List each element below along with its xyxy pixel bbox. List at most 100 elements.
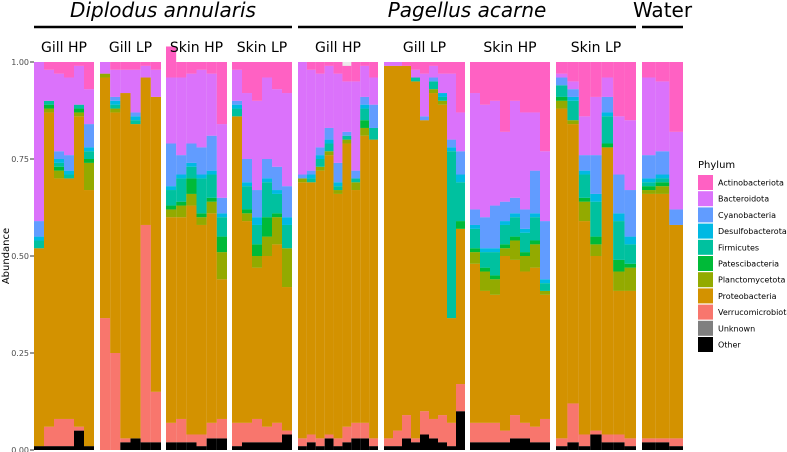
bar-segment-desulfobacterota	[130, 116, 141, 121]
bar-segment-other	[613, 442, 625, 450]
panel-strip-label: Gill LP	[403, 40, 446, 56]
bar-segment-cyanobacteria	[242, 159, 252, 183]
bar-segment-bacteroidota	[282, 93, 292, 187]
bar-segment-other	[272, 442, 282, 450]
legend-label: Cyanobacteria	[718, 211, 776, 220]
bar-segment-proteobacteria	[315, 170, 325, 439]
bar-segment-firmicutes	[206, 174, 217, 198]
legend-label: Bacteroidota	[718, 195, 769, 204]
bar-segment-other	[150, 442, 161, 450]
legend-label: Unknown	[718, 324, 755, 333]
bar-segment-patescibacteria	[655, 182, 670, 187]
bar-segment-verrucomicrobiota	[624, 438, 636, 447]
bar-segment-firmicutes	[216, 217, 227, 237]
bar-segment-bacteroidota	[262, 77, 272, 159]
bar-segment-patescibacteria	[186, 178, 197, 194]
bar-segment-bacteroidota	[242, 93, 252, 159]
bar-segment-firmicutes	[429, 81, 438, 90]
bar-segment-planctomycetota	[282, 248, 292, 288]
bar-segment-verrucomicrobiota	[315, 438, 325, 447]
bar-segment-planctomycetota	[262, 236, 272, 256]
bar-segment-desulfobacterota	[216, 213, 227, 218]
bar-segment-other	[206, 438, 217, 450]
bar-segment-patescibacteria	[54, 166, 64, 171]
bar-segment-cyanobacteria	[470, 209, 480, 225]
legend-swatch	[698, 223, 713, 239]
bar-segment-proteobacteria	[384, 65, 393, 439]
bar-segment-firmicutes	[500, 224, 510, 245]
bar-segment-actinobacteriota	[54, 62, 64, 74]
bar-segment-desulfobacterota	[196, 174, 207, 179]
bar-segment-actinobacteriota	[520, 62, 530, 113]
bar-segment-actinobacteriota	[232, 62, 242, 70]
bar-segment-firmicutes	[520, 232, 530, 253]
bar-segment-actinobacteriota	[206, 62, 217, 74]
bar-segment-firmicutes	[369, 127, 378, 140]
bar-segment-actinobacteriota	[84, 62, 94, 90]
bar-segment-verrucomicrobiota	[140, 224, 151, 443]
bar-segment-verrucomicrobiota	[411, 438, 420, 443]
bar-segment-other	[216, 438, 227, 450]
bar-segment-other	[176, 442, 187, 450]
bar-segment-proteobacteria	[351, 190, 361, 423]
bar-segment-proteobacteria	[342, 143, 352, 427]
bar-segment-planctomycetota	[298, 178, 307, 183]
bar-segment-planctomycetota	[470, 252, 480, 264]
bar-segment-planctomycetota	[100, 73, 111, 78]
bar-segment-actinobacteriota	[438, 62, 447, 74]
bar-segment-verrucomicrobiota	[110, 353, 121, 450]
bar-segment-other	[64, 446, 74, 450]
bar-segment-actinobacteriota	[360, 62, 370, 66]
bar-segment-other	[438, 442, 447, 450]
bar-segment-actinobacteriota	[500, 62, 510, 132]
bar-segment-desulfobacterota	[324, 139, 334, 144]
bar-segment-proteobacteria	[360, 135, 370, 423]
bar-segment-verrucomicrobiota	[216, 418, 227, 439]
bar-segment-desulfobacterota	[642, 178, 656, 183]
bar-segment-desulfobacterota	[64, 170, 74, 175]
bar-segment-verrucomicrobiota	[456, 384, 465, 412]
bar-segment-verrucomicrobiota	[232, 422, 242, 447]
bar-segment-proteobacteria	[642, 193, 656, 439]
bar-segment-actinobacteriota	[44, 62, 54, 70]
bar-segment-actinobacteriota	[315, 62, 325, 74]
bar-segment-actinobacteriota	[369, 62, 378, 78]
bar-segment-other	[34, 446, 44, 450]
bar-segment-bacteroidota	[590, 96, 602, 156]
bar-segment-firmicutes	[470, 228, 480, 249]
bar-segment-firmicutes	[567, 100, 579, 121]
bar-segment-cyanobacteria	[530, 170, 540, 214]
bar-segment-patescibacteria	[74, 108, 84, 113]
bar-segment-firmicutes	[252, 224, 262, 245]
bar-segment-verrucomicrobiota	[166, 422, 177, 443]
bar-segment-cyanobacteria	[216, 197, 227, 214]
bar-segment-firmicutes	[324, 143, 334, 152]
bar-segment-firmicutes	[655, 178, 670, 183]
bar-segment-verrucomicrobiota	[438, 415, 447, 443]
bar-segment-actinobacteriota	[567, 62, 579, 82]
bar-segment-cyanobacteria	[490, 205, 500, 249]
bar-segment-actinobacteriota	[613, 62, 625, 117]
bar-segment-proteobacteria	[490, 294, 500, 423]
bar-segment-proteobacteria	[601, 147, 614, 435]
bar-segment-actinobacteriota	[282, 62, 292, 94]
bar-segment-patescibacteria	[196, 213, 207, 218]
bar-segment-desulfobacterota	[510, 213, 520, 218]
bar-segment-other	[360, 438, 370, 450]
bar-segment-bacteroidota	[166, 77, 177, 144]
bar-segment-planctomycetota	[242, 213, 252, 222]
legend-label: Desulfobacterota	[718, 227, 787, 236]
bar-segment-bacteroidota	[613, 116, 625, 175]
bar-segment-other	[315, 446, 325, 450]
bar-segment-actinobacteriota	[120, 62, 131, 70]
bar-segment-patescibacteria	[578, 197, 591, 202]
bar-segment-proteobacteria	[456, 228, 465, 385]
bar-segment-cyanobacteria	[298, 174, 307, 179]
bar-segment-bacteroidota	[578, 116, 591, 156]
bar-segment-cyanobacteria	[369, 104, 378, 128]
bar-segment-bacteroidota	[429, 65, 438, 78]
bar-segment-patescibacteria	[510, 236, 520, 241]
bar-segment-bacteroidota	[384, 62, 393, 66]
bar-segment-bacteroidota	[206, 73, 217, 136]
bar-segment-actinobacteriota	[196, 62, 207, 70]
